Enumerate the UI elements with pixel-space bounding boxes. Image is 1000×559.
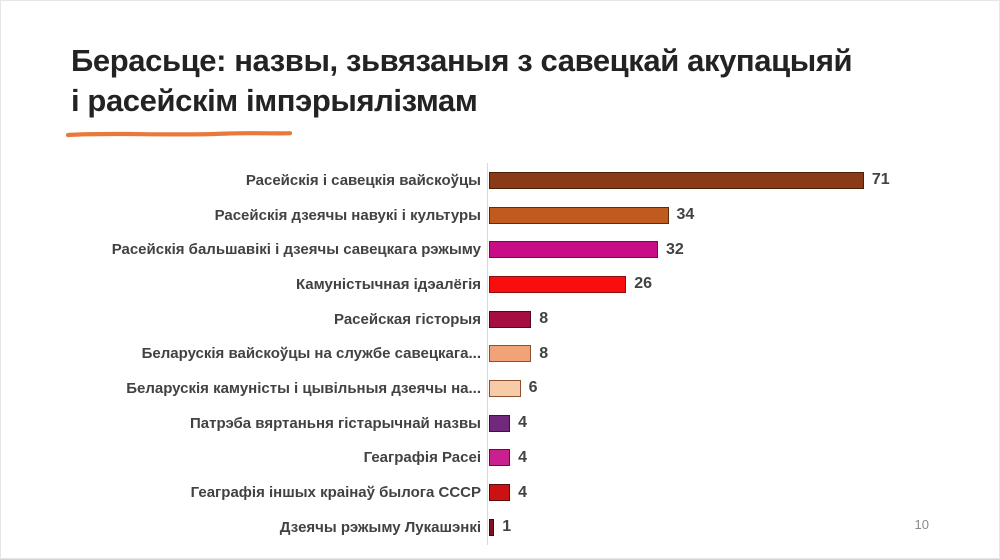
bar xyxy=(489,449,511,467)
chart-row: Патрэба вяртаньня гістарычнай назвы 4 xyxy=(61,405,890,441)
bar-value-label: 26 xyxy=(634,275,653,293)
bar xyxy=(489,206,669,224)
chart-row: Расейскія і савецкія вайскоўцы 71 xyxy=(61,163,890,198)
bar-chart: Расейскія і савецкія вайскоўцы 71 Расейскі… xyxy=(61,163,890,545)
bar-value-label: 32 xyxy=(665,240,684,258)
category-label: Камуністычная ідэалёгія xyxy=(295,275,481,293)
chart-row: Беларускія вайскоўцы на службе савецкага… xyxy=(61,336,890,372)
bar-value-label: 4 xyxy=(518,414,528,432)
bar xyxy=(489,171,864,189)
bar-value-label: 34 xyxy=(676,206,695,224)
category-label: Геаграфія іншых краінаў былога СССР xyxy=(190,484,481,502)
bar xyxy=(489,518,495,536)
bar-chart-rows: Расейскія і савецкія вайскоўцы 71 Расейскі… xyxy=(61,163,890,545)
bar-value-label: 6 xyxy=(528,379,538,397)
bar xyxy=(489,414,511,432)
bar-value-label: 4 xyxy=(518,448,528,466)
slide-title-line2: і расейскім імпэрыялізмам xyxy=(71,83,478,118)
bar-value-label: 4 xyxy=(518,483,528,501)
bar-area: 6 xyxy=(487,371,538,406)
bar-area: 34 xyxy=(487,197,695,233)
bar-value-label: 1 xyxy=(502,518,512,536)
bar-area: 71 xyxy=(487,163,890,198)
slide-title: Берасьце: назвы, зьвязаныя з савецкай ак… xyxy=(71,41,853,121)
category-label: Дзеячы рэжыму Лукашэнкі xyxy=(279,518,481,536)
bar-area: 4 xyxy=(487,440,528,476)
category-label: Геаграфія Расеі xyxy=(363,449,481,467)
category-label: Беларускія камуністы і цывільныя дзеячы … xyxy=(126,379,481,397)
chart-row: Геаграфія Расеі 4 xyxy=(61,440,890,476)
bar xyxy=(489,484,511,502)
chart-row: Расейскія дзеячы навукі і культуры 34 xyxy=(61,197,890,233)
bar-area: 8 xyxy=(487,301,549,337)
category-label: Расейскія і савецкія вайскоўцы xyxy=(245,171,481,189)
chart-row: Геаграфія іншых краінаў былога СССР 4 xyxy=(61,475,890,510)
bar-area: 4 xyxy=(487,405,528,441)
bar-area: 4 xyxy=(487,475,527,510)
title-underline-accent xyxy=(65,131,293,138)
slide-title-line1: Берасьце: назвы, зьвязаныя з савецкай ак… xyxy=(71,43,853,78)
chart-row: Камуністычная ідэалёгія 26 xyxy=(61,267,890,302)
bar xyxy=(489,310,532,328)
chart-row: Расейскія бальшавікі і дзеячы савецкага … xyxy=(61,232,890,268)
bar xyxy=(489,241,658,259)
bar xyxy=(489,379,521,397)
page-number: 10 xyxy=(914,517,929,532)
category-label: Беларускія вайскоўцы на службе савецкага… xyxy=(141,345,481,363)
chart-row: Беларускія камуністы і цывільныя дзеячы … xyxy=(61,371,890,406)
chart-row: Дзеячы рэжыму Лукашэнкі 1 xyxy=(61,509,890,545)
category-label: Патрэба вяртаньня гістарычнай назвы xyxy=(190,414,481,432)
bar-area: 8 xyxy=(487,336,549,372)
bar-value-label: 71 xyxy=(871,171,890,189)
category-label: Расейскія бальшавікі і дзеячы савецкага … xyxy=(111,241,481,259)
category-label: Расейская гісторыя xyxy=(334,310,481,328)
bar-value-label: 8 xyxy=(539,310,549,328)
bar-area: 1 xyxy=(487,509,512,545)
bar-value-label: 8 xyxy=(539,344,549,362)
bar xyxy=(489,345,532,363)
chart-row: Расейская гісторыя 8 xyxy=(61,301,890,337)
bar xyxy=(489,275,627,293)
category-label: Расейскія дзеячы навукі і культуры xyxy=(214,206,481,224)
bar-area: 26 xyxy=(487,267,652,302)
bar-area: 32 xyxy=(487,232,684,268)
